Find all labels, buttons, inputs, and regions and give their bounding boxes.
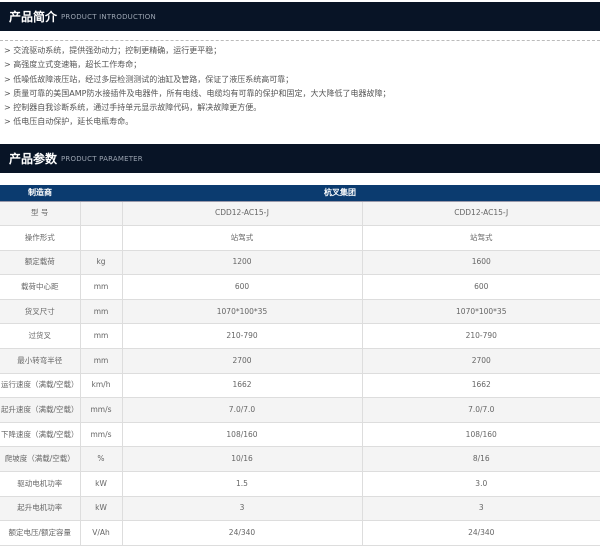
param-unit — [80, 201, 123, 227]
param-unit: mm — [80, 274, 123, 300]
model-1-value: 2700 — [122, 348, 363, 374]
param-unit: mm — [80, 323, 123, 350]
table-row: 货叉尺寸 mm 1070*100*35 1070*100*35 — [0, 299, 600, 325]
header-manufacturer-label: 制造商 — [0, 185, 80, 202]
table-row: 操作形式 站驾式 站驾式 — [0, 225, 600, 251]
model-2-value: 7.0/7.0 — [362, 397, 600, 423]
table-row: 型 号 CDD12-AC15-J CDD12-AC15-J — [0, 201, 600, 227]
param-table: 制造商 杭叉集团 型 号 CDD12-AC15-J CDD12-AC15-J 操作形式… — [0, 185, 600, 546]
param-name: 爬坡度（满载/空载） — [0, 446, 81, 473]
param-name: 起升电机功率 — [0, 496, 81, 522]
param-unit: mm — [80, 299, 123, 325]
intro-subtitle: PRODUCT INTRODUCTION — [61, 12, 156, 21]
model-2-value: 3 — [362, 496, 600, 522]
param-unit: V/Ah — [80, 520, 123, 546]
model-1-value: 210-790 — [122, 323, 363, 350]
param-unit: mm/s — [80, 397, 123, 423]
param-name: 起升速度（满载/空载） — [0, 397, 81, 423]
table-row: 最小转弯半径 mm 2700 2700 — [0, 348, 600, 374]
param-name: 货叉尺寸 — [0, 299, 81, 325]
model-1-value: 24/340 — [122, 520, 363, 546]
param-unit: kg — [80, 250, 123, 276]
model-2-value: 600 — [362, 274, 600, 300]
table-row: 下降速度（满载/空载） mm/s 108/160 108/160 — [0, 422, 600, 448]
param-name: 下降速度（满载/空载） — [0, 422, 81, 448]
table-row: 起升电机功率 kW 3 3 — [0, 496, 600, 522]
param-unit: % — [80, 446, 123, 473]
model-2-value: 站驾式 — [362, 225, 600, 251]
feature-list: > 交流驱动系统，提供强劲动力；控制更精确，运行更平稳； > 高强度立式变速箱，… — [4, 44, 390, 130]
param-unit: mm — [80, 348, 123, 374]
model-2-value: 2700 — [362, 348, 600, 374]
param-name: 运行速度（满载/空载） — [0, 373, 81, 399]
model-1-value: 1200 — [122, 250, 363, 276]
param-name: 额定载荷 — [0, 250, 81, 276]
model-1-value: 1070*100*35 — [122, 299, 363, 325]
table-row: 过货叉 mm 210-790 210-790 — [0, 323, 600, 350]
param-name: 最小转弯半径 — [0, 348, 81, 374]
table-row: 驱动电机功率 kW 1.5 3.0 — [0, 471, 600, 497]
table-row: 额定电压/额定容量 V/Ah 24/340 24/340 — [0, 520, 600, 546]
list-item: > 低电压自动保护，延长电瓶寿命。 — [4, 117, 134, 127]
param-header: 产品参数 PRODUCT PARAMETER — [0, 144, 600, 173]
table-row: 爬坡度（满载/空载）% 10/16 8/16 — [0, 446, 600, 473]
model-2-value: 1600 — [362, 250, 600, 276]
model-2-value: 3.0 — [362, 471, 600, 497]
model-1-value: 7.0/7.0 — [122, 397, 363, 423]
intro-title: 产品简介 — [9, 10, 58, 24]
param-unit: kW — [80, 471, 123, 497]
list-item: > 高强度立式变速箱，超长工作寿命； — [4, 60, 142, 70]
param-unit — [80, 225, 123, 251]
model-1-value: 站驾式 — [122, 225, 363, 251]
param-name: 驱动电机功率 — [0, 471, 81, 497]
param-title: 产品参数 — [9, 152, 58, 166]
table-row: 额定载荷 kg 1200 1600 — [0, 250, 600, 276]
model-2-value: 108/160 — [362, 422, 600, 448]
table-row: 运行速度（满载/空载） km/h 1662 1662 — [0, 373, 600, 399]
model-1-value: 108/160 — [122, 422, 363, 448]
model-1-value: 3 — [122, 496, 363, 522]
list-item: > 质量可靠的美国AMP防水接插件及电器件，所有电线、电缆均有可靠的保护和固定，… — [4, 88, 391, 98]
divider — [0, 40, 600, 41]
model-2-value: 210-790 — [362, 323, 600, 350]
list-item: > 控制器自我诊断系统，通过手持单元显示故障代码，解决故障更方便。 — [4, 103, 262, 113]
model-2-value: 24/340 — [362, 520, 600, 546]
param-name: 载荷中心距 — [0, 274, 81, 300]
param-unit: km/h — [80, 373, 123, 399]
model-1-value: 1662 — [122, 373, 363, 399]
list-item: > 低噪低故障液压站，经过多层检测测试的油缸及管路，保证了液压系统高可靠； — [4, 74, 294, 84]
header-manufacturer: 杭叉集团 — [80, 185, 600, 202]
table-row: 起升速度（满载/空载） mm/s 7.0/7.0 7.0/7.0 — [0, 397, 600, 423]
param-subtitle: PRODUCT PARAMETER — [61, 154, 143, 163]
model-2-value: 1070*100*35 — [362, 299, 600, 325]
list-item: > 交流驱动系统，提供强劲动力；控制更精确，运行更平稳； — [4, 46, 222, 55]
param-name: 过货叉 — [0, 323, 81, 350]
model-1-value: 10/16 — [122, 446, 363, 473]
param-unit: mm/s — [80, 422, 123, 448]
model-1-value: 600 — [122, 274, 363, 300]
model-1-value: 1.5 — [122, 471, 363, 497]
table-row: 载荷中心距 mm 600 600 — [0, 274, 600, 300]
intro-header: 产品简介 PRODUCT INTRODUCTION — [0, 2, 600, 31]
model-2-value: 8/16 — [362, 446, 600, 473]
param-name: 额定电压/额定容量 — [0, 520, 81, 546]
model-1-value: CDD12-AC15-J — [122, 201, 363, 227]
param-unit: kW — [80, 496, 123, 522]
model-2-value: CDD12-AC15-J — [362, 201, 600, 227]
param-name: 操作形式 — [0, 225, 81, 251]
param-name: 型 号 — [0, 201, 81, 227]
model-2-value: 1662 — [362, 373, 600, 399]
